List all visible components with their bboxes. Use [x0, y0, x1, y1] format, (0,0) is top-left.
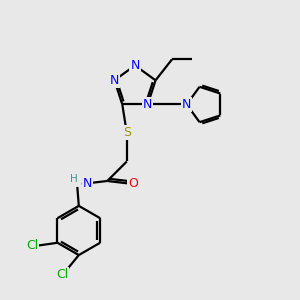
Text: Cl: Cl	[26, 239, 38, 252]
Text: Cl: Cl	[56, 268, 68, 281]
Text: H: H	[70, 174, 78, 184]
Text: N: N	[130, 59, 140, 72]
Text: N: N	[143, 98, 152, 111]
Text: O: O	[128, 178, 138, 190]
Text: S: S	[123, 127, 131, 140]
Text: N: N	[110, 74, 119, 87]
Text: N: N	[182, 98, 191, 111]
Text: N: N	[82, 178, 92, 190]
